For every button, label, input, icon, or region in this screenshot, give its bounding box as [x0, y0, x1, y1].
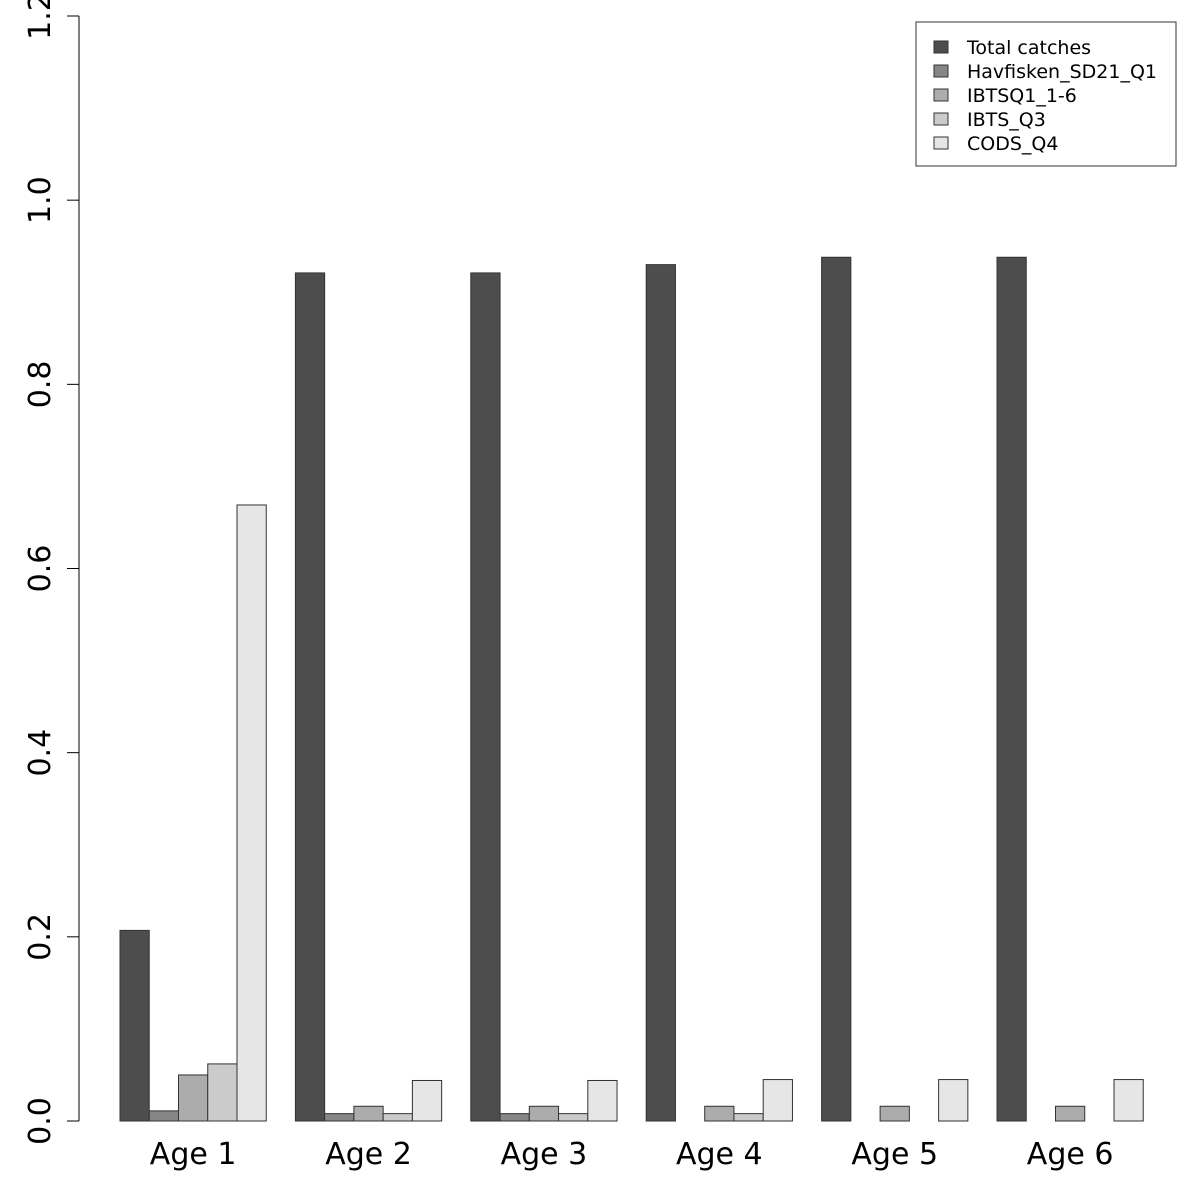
y-tick-label: 0.2 — [23, 913, 58, 961]
bar — [821, 256, 852, 1122]
y-tick-label: 0.8 — [23, 360, 58, 408]
y-tick-label: 1.2 — [23, 0, 58, 40]
bar — [470, 272, 501, 1122]
bar — [294, 272, 326, 1122]
x-tick-label: Age 3 — [501, 1137, 588, 1172]
x-tick-label: Age 1 — [150, 1137, 237, 1172]
legend-swatch — [933, 112, 949, 126]
x-tick-label: Age 2 — [325, 1137, 412, 1172]
bar — [762, 1079, 793, 1122]
y-axis: 0.0 0.2 0.4 0.6 0.8 1.0 1.2 — [23, 0, 80, 1145]
y-tick-label: 0.0 — [23, 1097, 58, 1145]
bar — [499, 1113, 530, 1122]
bar — [558, 1113, 589, 1122]
bar — [733, 1113, 764, 1122]
bar — [382, 1113, 413, 1122]
bar — [996, 256, 1027, 1122]
bar — [353, 1105, 384, 1122]
bar — [704, 1105, 735, 1122]
y-tick-label: 0.6 — [23, 545, 58, 593]
y-tick-label: 1.0 — [23, 176, 58, 224]
legend-swatch — [933, 64, 949, 78]
bar — [587, 1079, 618, 1122]
bar — [938, 1079, 969, 1122]
legend-label: IBTS_Q3 — [967, 109, 1046, 131]
x-axis-labels: Age 1 Age 2 Age 3 Age 4 Age 5 Age 6 — [150, 1137, 1114, 1172]
bar — [411, 1079, 443, 1122]
legend-label: IBTSQ1_1-6 — [967, 85, 1077, 107]
x-tick-label: Age 6 — [1027, 1137, 1114, 1172]
bar — [324, 1113, 355, 1122]
bar — [645, 264, 676, 1122]
x-tick-label: Age 5 — [851, 1137, 938, 1172]
legend-swatch — [933, 88, 949, 102]
bar — [207, 1063, 238, 1122]
bar — [528, 1105, 560, 1122]
bar — [178, 1074, 209, 1122]
bar — [879, 1105, 910, 1122]
bars — [119, 256, 1144, 1122]
y-tick-label: 0.4 — [23, 729, 58, 777]
legend-label: Total catches — [966, 37, 1091, 59]
bar — [148, 1110, 179, 1122]
legend-swatch — [933, 40, 949, 54]
legend-swatch — [933, 136, 949, 150]
bar — [1055, 1105, 1086, 1122]
legend: Total catchesHavfisken_SD21_Q1IBTSQ1_1-6… — [915, 21, 1177, 167]
legend-box — [915, 21, 1177, 167]
bar — [1113, 1079, 1144, 1122]
legend-label: CODS_Q4 — [967, 133, 1058, 155]
legend-label: Havfisken_SD21_Q1 — [967, 61, 1157, 83]
x-tick-label: Age 4 — [676, 1137, 763, 1172]
bar — [119, 929, 150, 1122]
bar — [236, 504, 267, 1122]
